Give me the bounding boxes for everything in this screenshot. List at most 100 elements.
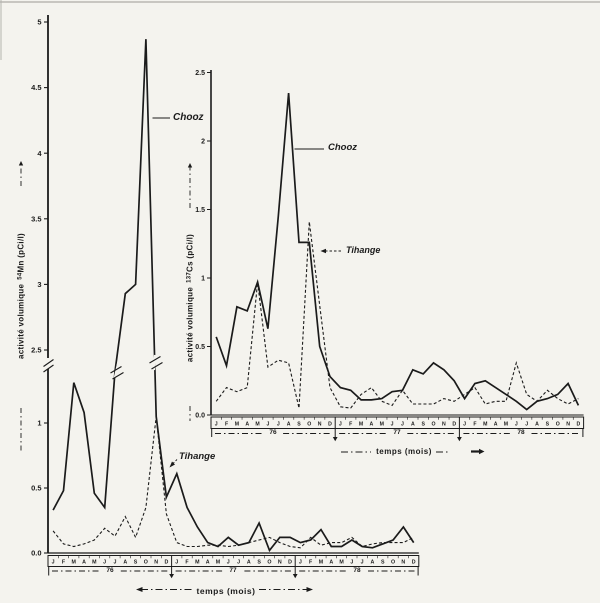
inset-month-label: J [339, 422, 342, 428]
chooz-line-inset [215, 93, 580, 411]
inset-month-label: O [432, 422, 436, 428]
inset-month-label: J [401, 422, 404, 428]
inset-month-label: A [494, 422, 498, 428]
curve-break-slash [110, 366, 122, 374]
main-month-label: N [401, 559, 405, 565]
tihange-line-main [52, 416, 414, 549]
main-chart: 0.00.512.533.544.55J F M A M J J A S O N D J F M A M J J A S… [18, 15, 420, 592]
inset-tihange-series-label: Tihange [346, 245, 381, 255]
inset-y-tick-label: 0.5 [195, 344, 205, 351]
main-y-tick-label: 0.0 [31, 549, 41, 558]
main-month-label: M [195, 559, 200, 565]
main-y-tick-label: 2.5 [31, 346, 41, 355]
main-y-tick-label: 3 [37, 280, 41, 289]
inset-y-tick-label: 0.0 [195, 413, 205, 420]
main-month-label: M [319, 559, 324, 565]
main-month-label: M [72, 559, 77, 565]
main-month-label: F [309, 559, 313, 565]
main-month-label: D [412, 559, 416, 565]
inset-month-label: F [225, 422, 228, 428]
main-month-label: D [288, 559, 292, 565]
inset-month-label: M [235, 422, 239, 428]
main-month-label: M [216, 559, 221, 565]
main-month-label: A [206, 559, 210, 565]
main-month-label: A [247, 559, 251, 565]
main-y-axis-label-unit: Mn (pCi/l) [16, 233, 26, 273]
main-y-tick-label: 3.5 [31, 214, 41, 223]
main-month-label: S [134, 559, 138, 565]
inset-month-label: A [245, 422, 249, 428]
inset-month-label: J [215, 422, 218, 428]
main-month-label: S [381, 559, 385, 565]
main-month-label: A [123, 559, 127, 565]
inset-y-axis-label: activité volumique 137Cs (pCi/l) [186, 234, 195, 362]
inset-y-tick-label: 2.5 [195, 70, 205, 77]
inset-y-tick-label: 1.5 [195, 207, 205, 214]
year-boundary-arrow [332, 437, 338, 442]
year-boundary-arrow [292, 574, 298, 579]
main-month-label: J [299, 559, 302, 565]
inset-year-77: 77 [391, 428, 403, 437]
main-month-label: J [113, 559, 116, 565]
inset-y-tick-label: 1 [201, 276, 205, 283]
inset-month-label: F [473, 422, 476, 428]
chooz-line-main [52, 39, 415, 553]
inset-month-label: S [297, 422, 301, 428]
main-ylabel-arrow [18, 161, 24, 166]
inset-month-label: N [442, 422, 446, 428]
main-xtitle-arrow-left [136, 587, 143, 592]
main-y-tick-label: 4 [37, 149, 42, 158]
inset-month-label: A [535, 422, 539, 428]
inset-month-label: O [307, 422, 311, 428]
main-axis-break-slash [43, 364, 54, 373]
main-month-label: A [329, 559, 333, 565]
inset-y-axis-label-text: activité volumique [185, 286, 195, 363]
main-month-label: J [175, 559, 178, 565]
main-xtitle-arrow-right [306, 587, 313, 592]
main-month-label: M [92, 559, 97, 565]
inset-month-label: M [255, 422, 259, 428]
inset-month-label: J [463, 422, 466, 428]
inset-x-axis-title: temps (mois) [376, 447, 432, 456]
year-boundary-arrow [457, 437, 462, 442]
inset-chart: 0.00.511.522.5J F M A M J J A S O N D J F M A M J J A S O N D J F… [187, 70, 585, 455]
main-y-tick-label: 5 [37, 18, 41, 27]
inset-month-label: M [359, 422, 363, 428]
main-month-label: D [165, 559, 169, 565]
inset-month-label: M [380, 422, 384, 428]
main-month-label: J [227, 559, 230, 565]
curve-break-slash [112, 372, 124, 380]
inset-month-label: N [566, 422, 570, 428]
curve-break-slash [149, 356, 161, 364]
inset-year-78: 78 [515, 428, 527, 437]
main-month-label: F [62, 559, 66, 565]
main-month-label: A [371, 559, 375, 565]
main-month-label: J [52, 559, 55, 565]
main-month-label: J [350, 559, 353, 565]
main-chooz-series-label: Chooz [173, 112, 204, 123]
main-month-label: O [267, 559, 271, 565]
inset-tihange-leader-arrow [320, 248, 326, 254]
inset-month-label: J [277, 422, 280, 428]
inset-month-label: J [266, 422, 269, 428]
inset-month-label: F [349, 422, 352, 428]
curve-break-slash [151, 362, 163, 370]
main-tihange-leader-arrow [169, 461, 175, 468]
main-month-label: O [391, 559, 395, 565]
main-month-label: J [361, 559, 364, 565]
main-tihange-leader [171, 459, 178, 465]
inset-month-label: O [556, 422, 560, 428]
inset-month-label: J [515, 422, 518, 428]
main-year-77: 77 [227, 566, 239, 575]
inset-y-axis-label-unit: Cs (pCi/l) [185, 233, 195, 272]
main-month-label: J [237, 559, 240, 565]
inset-month-label: D [452, 422, 456, 428]
inset-xtitle-arrow-right [479, 448, 485, 455]
inset-month-label: A [370, 422, 374, 428]
inset-month-label: M [483, 422, 487, 428]
main-month-label: A [82, 559, 86, 565]
main-y-axis-label-text: activité volumique [16, 283, 26, 359]
inset-month-label: M [504, 422, 508, 428]
